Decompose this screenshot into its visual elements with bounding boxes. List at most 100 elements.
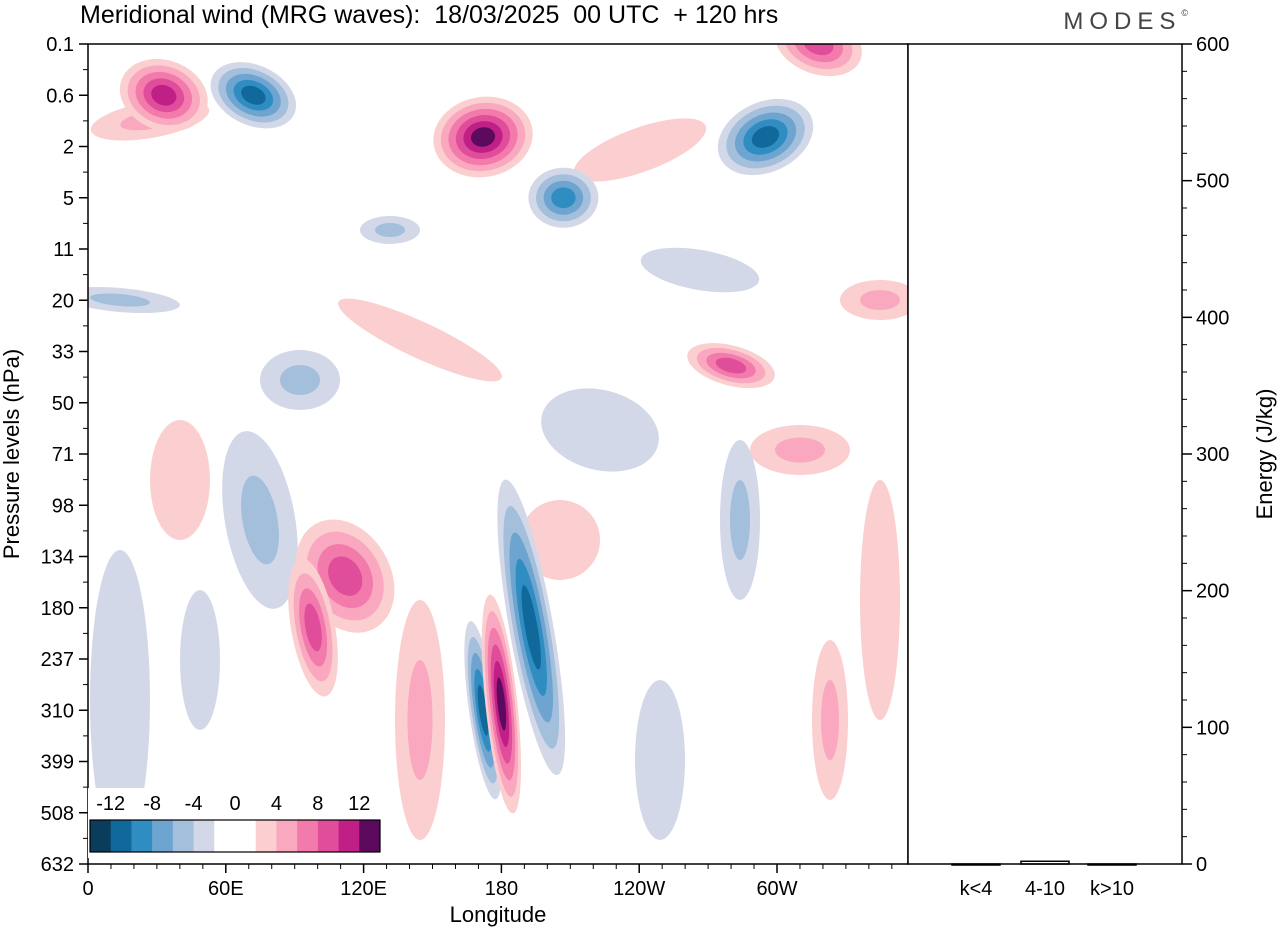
chart-title: Meridional wind (MRG waves): 18/03/2025 … [80, 1, 779, 29]
contour-feature [464, 621, 502, 800]
contour-texture [573, 118, 707, 182]
y-tick-label: 508 [41, 803, 74, 825]
energy-axis-title: Energy (J/kg) [1252, 389, 1277, 520]
y-tick-label: 33 [52, 342, 74, 364]
contour-texture [541, 388, 659, 472]
contour-level [751, 126, 780, 148]
colorbar-swatch [297, 820, 319, 852]
colorbar-swatch [110, 820, 132, 852]
contour-level [803, 44, 834, 56]
energy-tick-label: 0 [1196, 854, 1207, 876]
contour-feature [119, 58, 208, 132]
contour-texture [821, 680, 839, 760]
contour-texture [730, 480, 750, 560]
energy-category-label: k>10 [1090, 878, 1134, 900]
colorbar-swatch [131, 820, 153, 852]
y-tick-label: 20 [52, 290, 74, 312]
contour-texture [338, 298, 502, 382]
energy-category-label: k<4 [960, 878, 993, 900]
contour-level [328, 556, 363, 596]
contour-level [304, 603, 322, 652]
contour-texture [180, 590, 220, 730]
energy-bar-panel: 0 100 200 300 400 500 600 k<4 4-10 k>10 [907, 34, 1229, 900]
contour-texture [860, 480, 900, 720]
colorbar-label: 8 [312, 793, 323, 815]
x-tick-label: 60E [208, 878, 244, 900]
contour-texture [775, 437, 825, 463]
colorbar-label: 4 [271, 793, 282, 815]
energy-bar [1020, 860, 1070, 865]
contour-feature [717, 98, 814, 176]
contour-texture [860, 290, 900, 310]
y-tick-label: 0.6 [46, 85, 74, 107]
contour-level [793, 44, 843, 63]
colorbar-swatch [193, 820, 215, 852]
y-tick-label: 50 [52, 393, 74, 415]
energy-frame [907, 43, 1183, 865]
y-tick-label: 2 [63, 137, 74, 159]
contour-feature [528, 167, 599, 228]
y-tick-label: 0.1 [46, 34, 74, 56]
colorbar-swatch [172, 820, 195, 852]
y-tick-label: 98 [52, 495, 74, 517]
x-tick-label: 120E [340, 878, 387, 900]
contour-feature [210, 62, 297, 129]
energy-tick-label: 200 [1196, 581, 1229, 603]
contour-feature [687, 343, 775, 389]
y-tick-label: 180 [41, 598, 74, 620]
colorbar-label: -12 [96, 793, 125, 815]
contour-texture [640, 247, 760, 293]
energy-bar [1087, 863, 1137, 866]
y-tick-label: 5 [63, 188, 74, 210]
colorbar-swatch [317, 820, 340, 852]
colorbar-swatch [359, 820, 381, 852]
y-tick-label: 310 [41, 700, 74, 722]
contour-texture [407, 660, 433, 780]
colorbar-label: -4 [185, 793, 203, 815]
heatmap-area [88, 44, 908, 850]
contour-feature [497, 479, 566, 776]
contour-level [477, 684, 489, 736]
contour-level [496, 677, 507, 731]
energy-category-label: 4-10 [1025, 878, 1065, 900]
contour-feature [433, 96, 533, 178]
contour-feature [288, 558, 338, 697]
colorbar-swatch [214, 820, 236, 852]
energy-tick-label: 600 [1196, 34, 1229, 56]
y-tick-label: 134 [41, 547, 74, 569]
y-tick-label: 632 [41, 854, 74, 876]
colorbar-swatch [276, 820, 298, 852]
y-tick-label: 11 [53, 239, 74, 261]
contour-texture [375, 223, 405, 237]
brand-name: MODES [1063, 8, 1182, 35]
contour-level [551, 187, 576, 209]
colorbar-swatch [255, 820, 277, 852]
x-axis-title: Longitude [450, 902, 547, 927]
x-tick-label: 180 [485, 878, 518, 900]
energy-tick-label: 100 [1196, 717, 1229, 739]
contour-texture [520, 500, 600, 580]
contour-texture [150, 420, 210, 540]
x-tick-label: 0 [82, 878, 93, 900]
colorbar-label: 0 [229, 793, 240, 815]
energy-tick-label: 300 [1196, 444, 1229, 466]
contour-level [151, 84, 177, 106]
contour-texture [635, 680, 685, 840]
y-tick-label: 399 [41, 752, 74, 774]
energy-tick-label: 500 [1196, 171, 1229, 193]
contour-texture [280, 365, 320, 395]
colorbar-swatch [235, 820, 257, 852]
y-axis-title: Pressure levels (hPa) [0, 349, 24, 559]
brand-logo: MODES© [1063, 8, 1188, 36]
contour-texture [90, 293, 150, 307]
y-tick-label: 71 [52, 444, 74, 466]
heatmap-axes: 0.1 0.6 2 5 11 20 33 50 71 98 134 180 237 310 399 508 63… [41, 34, 893, 900]
colorbar-swatch [152, 820, 174, 852]
brand-mark: © [1181, 8, 1188, 18]
contour-level [521, 585, 541, 670]
energy-bar [951, 863, 1001, 866]
y-tick-label: 237 [41, 649, 74, 671]
colorbar-label: -8 [143, 793, 161, 815]
contour-level [241, 85, 266, 105]
